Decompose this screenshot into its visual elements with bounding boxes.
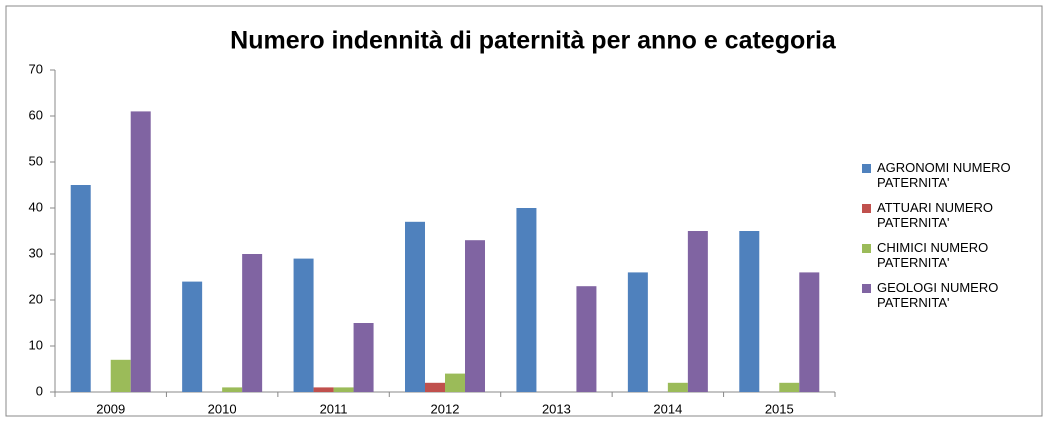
y-tick-label: 0 bbox=[36, 383, 43, 398]
bar bbox=[130, 111, 151, 393]
bar bbox=[70, 185, 91, 392]
y-tick-label: 60 bbox=[29, 107, 43, 122]
legend-swatch bbox=[862, 164, 871, 173]
legend-item: ATTUARI NUMERO PATERNITA' bbox=[862, 200, 1037, 240]
x-tick-label: 2013 bbox=[542, 401, 571, 416]
bar bbox=[627, 272, 648, 392]
bar bbox=[110, 359, 131, 392]
bar bbox=[333, 387, 354, 392]
legend-label: AGRONOMI NUMERO PATERNITA' bbox=[877, 160, 1011, 190]
y-tick-label: 30 bbox=[29, 245, 43, 260]
y-tick-label: 50 bbox=[29, 153, 43, 168]
bar bbox=[667, 382, 688, 392]
x-tick-label: 2014 bbox=[653, 401, 682, 416]
x-tick-label: 2011 bbox=[320, 401, 348, 416]
legend: AGRONOMI NUMERO PATERNITA' ATTUARI NUMERO… bbox=[862, 160, 1037, 320]
bar bbox=[182, 281, 203, 392]
bar bbox=[353, 323, 374, 392]
bar bbox=[687, 231, 708, 392]
x-tick-label: 2010 bbox=[208, 401, 237, 416]
chart-title: Numero indennità di paternità per anno e… bbox=[230, 27, 837, 55]
legend-label: ATTUARI NUMERO PATERNITA' bbox=[877, 200, 994, 230]
bar bbox=[739, 231, 760, 392]
bar bbox=[799, 272, 820, 392]
bar bbox=[516, 208, 537, 392]
bar bbox=[465, 240, 485, 392]
bar bbox=[779, 382, 800, 392]
legend-swatch bbox=[862, 244, 871, 253]
bar bbox=[293, 258, 314, 392]
legend-item: AGRONOMI NUMERO PATERNITA' bbox=[862, 160, 1037, 200]
legend-swatch bbox=[862, 204, 871, 213]
bar bbox=[576, 286, 597, 392]
y-tick-label: 20 bbox=[29, 291, 43, 306]
bar bbox=[445, 373, 465, 392]
y-tick-label: 10 bbox=[29, 337, 43, 352]
legend-label: GEOLOGI NUMERO PATERNITA' bbox=[877, 280, 999, 310]
legend-label: CHIMICI NUMERO PATERNITA' bbox=[877, 240, 989, 270]
legend-item: GEOLOGI NUMERO PATERNITA' bbox=[862, 280, 1037, 320]
bar bbox=[313, 387, 334, 392]
bar bbox=[405, 221, 425, 392]
bar bbox=[242, 254, 263, 392]
x-tick-label: 2012 bbox=[431, 401, 460, 416]
bar bbox=[425, 382, 445, 392]
legend-swatch bbox=[862, 284, 871, 293]
x-tick-label: 2015 bbox=[765, 401, 794, 416]
y-tick-label: 70 bbox=[29, 61, 43, 76]
legend-item: CHIMICI NUMERO PATERNITA' bbox=[862, 240, 1037, 280]
x-tick-label: 2009 bbox=[96, 401, 125, 416]
bar bbox=[222, 387, 243, 392]
y-tick-label: 40 bbox=[29, 199, 43, 214]
